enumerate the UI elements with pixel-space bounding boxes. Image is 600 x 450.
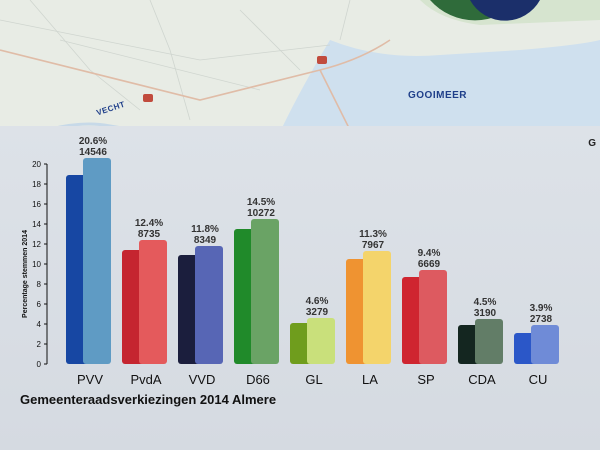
x-tick-label: SP xyxy=(417,372,434,387)
y-tick-label: 14 xyxy=(32,220,41,229)
y-tick-label: 10 xyxy=(32,260,41,269)
y-tick-label: 20 xyxy=(32,160,41,169)
data-label-percent: 12.4% xyxy=(135,218,163,229)
bars-primary-series xyxy=(66,175,546,364)
data-label-votes: 6669 xyxy=(418,259,441,270)
map-image xyxy=(0,0,600,134)
bar-secondary xyxy=(251,219,279,364)
chart-title: Gemeenteraadsverkiezingen 2014 Almere xyxy=(20,392,276,407)
x-tick-label: CDA xyxy=(468,372,496,387)
corner-text: G xyxy=(588,138,596,149)
bar-secondary xyxy=(307,318,335,364)
bar-chart: 20.6%14546 12.4%8735 11.8%8349 14.5%10272 4.… xyxy=(20,136,559,407)
data-label-percent: 4.5% xyxy=(474,297,497,308)
data-label-votes: 7967 xyxy=(362,240,385,251)
y-tick-label: 8 xyxy=(37,280,42,289)
data-label-votes: 10272 xyxy=(247,208,275,219)
x-tick-label: PVV xyxy=(77,372,103,387)
data-label-percent: 11.8% xyxy=(191,224,219,235)
y-tick-label: 2 xyxy=(37,340,42,349)
chart-sheet: 20.6% 14546 12.4% 8735 11.8% 8349 14.5% 10272 4.… xyxy=(0,126,600,450)
data-label-percent: 9.4% xyxy=(418,248,441,259)
x-tick-label: CU xyxy=(529,372,548,387)
bar-secondary xyxy=(195,246,223,364)
data-label-percent: 14.5% xyxy=(247,197,275,208)
data-label-votes: 3279 xyxy=(306,307,329,318)
data-labels: 20.6%14546 12.4%8735 11.8%8349 14.5%10272 4.… xyxy=(79,136,553,325)
highway-marker-1 xyxy=(143,94,153,102)
y-axis-title: Percentage stemmen 2014 xyxy=(22,230,29,318)
data-label-percent: 4.6% xyxy=(306,296,329,307)
map-label-lake: GOOIMEER xyxy=(408,90,468,101)
map-background: GOOIMEER VECHT xyxy=(0,0,600,134)
y-tick-label: 12 xyxy=(32,240,41,249)
x-tick-label: GL xyxy=(305,372,322,387)
data-label-votes: 3190 xyxy=(474,308,497,319)
x-tick-label: D66 xyxy=(246,372,270,387)
data-label-votes: 8735 xyxy=(138,229,161,240)
data-label-percent: 11.3% xyxy=(359,229,387,240)
data-label-votes: 14546 xyxy=(79,147,107,158)
data-label-percent: 3.9% xyxy=(530,303,553,314)
highway-marker-2 xyxy=(317,56,327,64)
data-label-votes: 8349 xyxy=(194,235,217,246)
x-axis-labels: PVV PvdA VVD D66 GL LA SP CDA CU xyxy=(77,372,547,387)
y-tick-label: 18 xyxy=(32,180,41,189)
y-tick-label: 16 xyxy=(32,200,41,209)
y-tick-label: 4 xyxy=(37,320,42,329)
bar-secondary xyxy=(363,251,391,364)
y-tick-label: 0 xyxy=(37,360,42,369)
bar-secondary xyxy=(475,319,503,364)
bar-secondary xyxy=(139,240,167,364)
x-tick-label: LA xyxy=(362,372,378,387)
bar-secondary xyxy=(83,158,111,364)
x-tick-label: VVD xyxy=(189,372,216,387)
x-tick-label: PvdA xyxy=(130,372,161,387)
y-axis: 0 2 4 6 8 10 12 14 16 18 20 xyxy=(32,160,48,369)
bar-secondary xyxy=(419,270,447,364)
bar-secondary xyxy=(531,325,559,364)
y-tick-label: 6 xyxy=(37,300,42,309)
bars-secondary-series xyxy=(83,158,559,364)
data-label-votes: 2738 xyxy=(530,314,553,325)
data-label-percent: 20.6% xyxy=(79,136,107,147)
